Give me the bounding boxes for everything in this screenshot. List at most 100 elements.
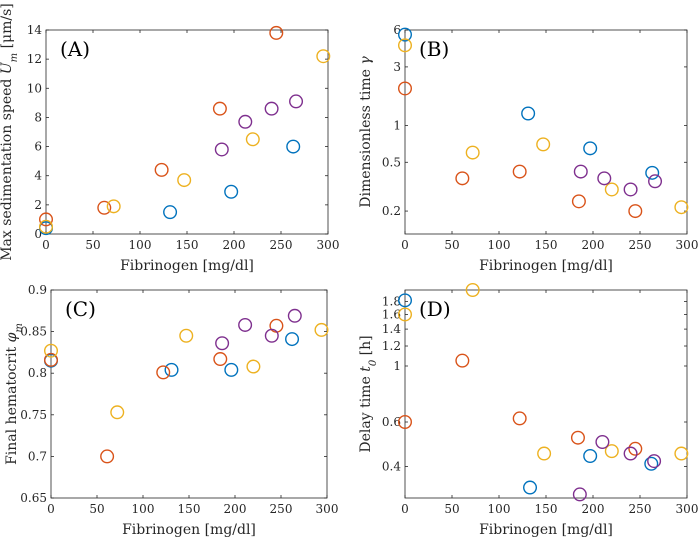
data-point-red [154, 162, 169, 177]
x-tick-label: 100 [129, 238, 152, 252]
x-tick-label: 250 [629, 502, 652, 516]
data-point-purple [623, 182, 638, 197]
data-point-red [269, 25, 284, 40]
data-point-red [512, 164, 527, 179]
data-point-yellow [465, 283, 480, 298]
x-tick-label: 0 [401, 238, 409, 252]
data-point-yellow [177, 173, 192, 188]
data-point-yellow [398, 38, 413, 53]
y-tick-label: 10 [27, 81, 42, 95]
y-tick-label: 6 [393, 23, 401, 37]
data-point-purple [289, 94, 304, 109]
y-axis-label: Final hematocrit φm [4, 323, 25, 465]
x-tick-label: 150 [535, 502, 558, 516]
x-tick-label: 150 [178, 502, 201, 516]
data-point-red [398, 81, 413, 96]
panel-label: (B) [419, 37, 449, 61]
plot-area [404, 29, 688, 235]
data-point-red [156, 365, 171, 380]
y-tick-label: 1 [393, 118, 401, 132]
data-point-purple [238, 317, 253, 332]
x-tick-label: 300 [676, 238, 699, 252]
x-tick-label: 300 [676, 502, 699, 516]
y-axis-label: Max sedimentation speed Um [μm/s] [0, 3, 20, 261]
y-tick-label: 1.4 [382, 322, 401, 336]
x-tick-label: 150 [535, 238, 558, 252]
data-point-purple [572, 487, 587, 502]
y-tick-label: 4 [34, 169, 42, 183]
y-tick-label: 0.2 [382, 204, 401, 218]
x-axis-label: Fibrinogen [mg/dl] [479, 522, 613, 538]
data-point-red [398, 415, 413, 430]
y-tick-label: 0 [34, 227, 42, 241]
data-point-purple [214, 142, 229, 157]
y-tick-label: 8 [34, 110, 42, 124]
data-point-yellow [316, 49, 331, 64]
data-point-blue [644, 456, 659, 471]
y-tick-label: 1.8 [382, 295, 401, 309]
data-point-red [212, 101, 227, 116]
data-point-purple [648, 174, 663, 189]
data-point-red [100, 449, 115, 464]
data-point-blue [523, 480, 538, 495]
x-axis-label: Fibrinogen [mg/dl] [122, 522, 256, 538]
data-point-red [97, 200, 112, 215]
data-point-yellow [674, 446, 689, 461]
data-point-purple [264, 101, 279, 116]
data-point-red [512, 411, 527, 426]
y-tick-label: 6 [34, 140, 42, 154]
data-point-blue [521, 106, 536, 121]
data-point-yellow [39, 219, 54, 234]
x-tick-label: 250 [629, 238, 652, 252]
panel-label: (A) [60, 37, 90, 61]
x-tick-label: 300 [317, 238, 340, 252]
x-tick-label: 0 [401, 502, 409, 516]
data-point-blue [398, 293, 413, 308]
y-tick-label: 1.2 [382, 339, 401, 353]
data-point-purple [595, 434, 610, 449]
data-point-red [570, 430, 585, 445]
data-point-blue [164, 362, 179, 377]
panel-label: (D) [419, 297, 451, 321]
data-point-yellow [179, 328, 194, 343]
data-point-red [628, 441, 643, 456]
x-axis-label: Fibrinogen [mg/dl] [479, 258, 613, 274]
data-point-yellow [674, 200, 689, 215]
data-point-purple [287, 308, 302, 323]
data-point-purple [573, 164, 588, 179]
x-tick-label: 0 [47, 502, 55, 516]
data-point-purple [597, 171, 612, 186]
data-point-purple [264, 328, 279, 343]
data-point-blue [583, 141, 598, 156]
data-point-blue [163, 205, 178, 220]
x-tick-label: 300 [316, 502, 339, 516]
y-tick-label: 0.6 [382, 415, 401, 429]
y-axis-label: Delay time t0 [h] [358, 335, 379, 452]
y-tick-label: 0.65 [20, 491, 47, 505]
y-axis-label: Dimensionless time γ [358, 56, 374, 208]
data-point-blue [285, 332, 300, 347]
panel-c: 0 50 100 150 200 250 300 0.65 0.7 0.75 0.8 0.85 0.9 F… [4, 283, 338, 538]
y-tick-label: 1.6 [382, 307, 401, 321]
x-tick-label: 100 [488, 502, 511, 516]
x-tick-label: 50 [444, 502, 459, 516]
data-point-yellow [245, 132, 260, 147]
data-point-yellow [604, 182, 619, 197]
x-tick-label: 250 [270, 502, 293, 516]
y-tick-label: 0.4 [382, 459, 401, 473]
x-axis-label: Fibrinogen [mg/dl] [120, 258, 254, 274]
data-point-yellow [604, 444, 619, 459]
data-point-blue [583, 449, 598, 464]
x-tick-label: 50 [89, 502, 104, 516]
data-point-blue [286, 139, 301, 154]
data-point-red [39, 212, 54, 227]
data-point-blue [645, 165, 660, 180]
y-tick-label: 0.5 [382, 155, 401, 169]
panel-d: 0 50 100 150 200 250 300 0.4 0.6 1 1.2 1.41.61.8 Fib… [358, 283, 699, 538]
data-point-yellow [536, 137, 551, 152]
plot-area [404, 289, 688, 499]
y-tick-label: 0.85 [20, 325, 47, 339]
data-point-yellow [106, 199, 121, 214]
data-point-purple [647, 454, 662, 469]
